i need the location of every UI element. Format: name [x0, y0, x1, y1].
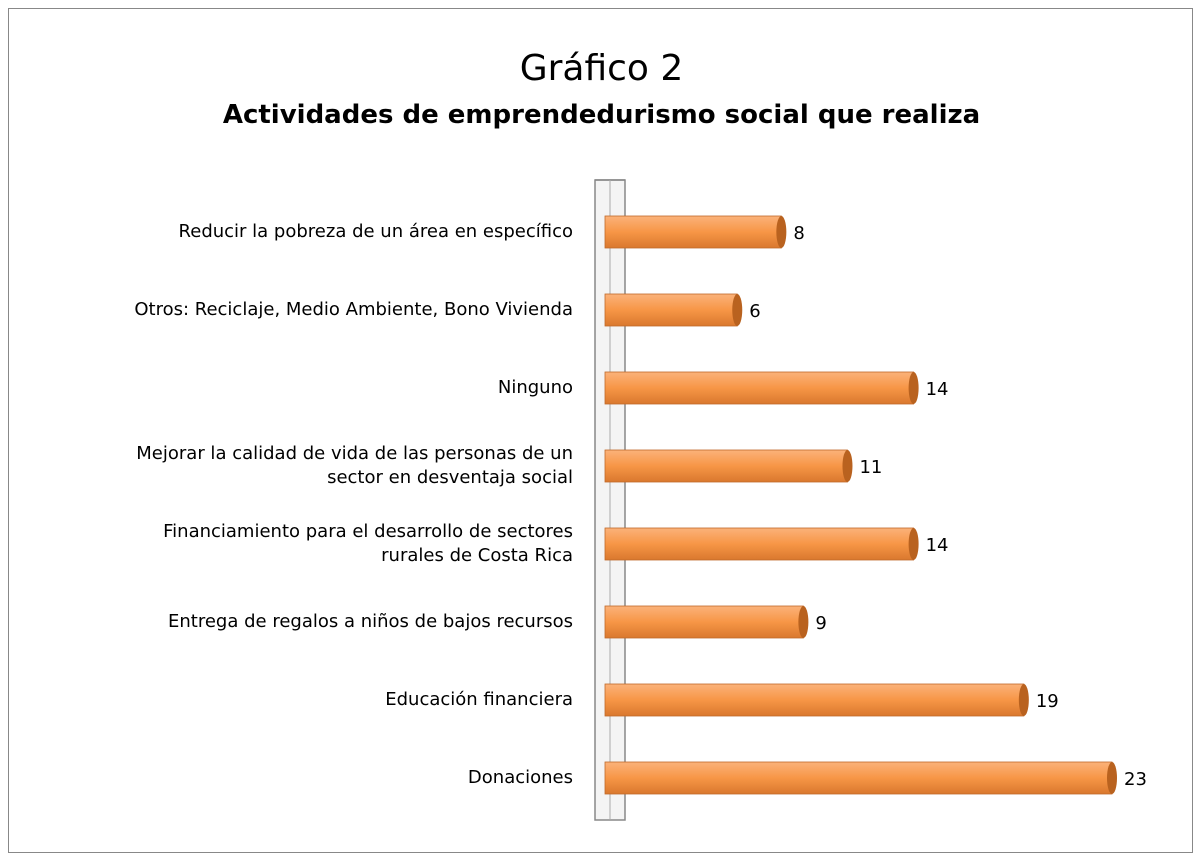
category-label: Educación financiera — [385, 689, 573, 710]
value-label: 6 — [749, 301, 760, 322]
chart-title: Gráfico 2 — [519, 48, 684, 89]
bar — [604, 683, 1025, 717]
bar — [604, 449, 848, 483]
value-label: 14 — [926, 379, 949, 400]
chart-frame — [8, 8, 1193, 853]
bar-end — [798, 606, 809, 638]
value-label: 9 — [815, 613, 826, 634]
category-label: Reducir la pobreza de un área en específ… — [178, 221, 573, 242]
category-label: Entrega de regalos a niños de bajos recu… — [168, 611, 573, 632]
category-label: Financiamiento para el desarrollo de sec… — [163, 521, 573, 566]
category-label: Otros: Reciclaje, Medio Ambiente, Bono V… — [134, 299, 573, 320]
bar-end — [732, 294, 743, 326]
bar-end — [908, 372, 919, 404]
chart-subtitle: Actividades de emprendedurismo social qu… — [222, 100, 981, 130]
bar — [604, 371, 915, 405]
category-label: Mejorar la calidad de vida de las person… — [136, 443, 573, 488]
value-label: 11 — [859, 457, 882, 478]
bar — [604, 527, 915, 561]
value-label: 14 — [926, 535, 949, 556]
bar — [604, 293, 738, 327]
bar-end — [1107, 762, 1117, 794]
bar-end — [842, 450, 853, 482]
bar — [604, 761, 1113, 795]
bar-end — [776, 216, 787, 248]
bar — [604, 215, 782, 249]
bar-end — [1018, 684, 1029, 716]
category-label: Ninguno — [497, 377, 573, 398]
bar-end — [908, 528, 919, 560]
value-label: 23 — [1124, 769, 1147, 790]
value-label: 19 — [1036, 691, 1059, 712]
value-label: 8 — [793, 223, 804, 244]
category-label: Donaciones — [467, 767, 573, 788]
bar — [604, 605, 804, 639]
